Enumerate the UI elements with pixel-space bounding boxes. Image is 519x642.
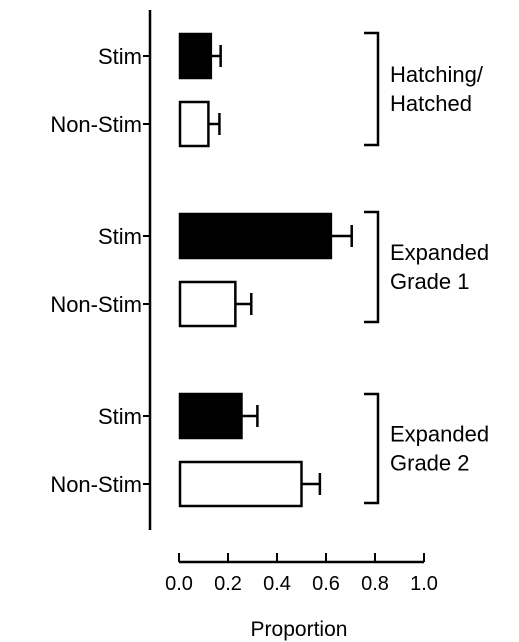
non-stim-bar <box>178 280 237 328</box>
group-label: Hatching/Hatched <box>390 62 484 116</box>
group-label-line: Expanded <box>390 422 489 447</box>
bars <box>178 32 353 508</box>
x-tick-label: 0.2 <box>214 573 242 595</box>
group-label-line: Grade 1 <box>390 269 470 294</box>
group-bracket <box>364 210 380 324</box>
non-stim-bar <box>178 460 303 508</box>
x-axis-title: Proportion <box>251 618 348 641</box>
stim-label: Stim <box>98 44 142 69</box>
non-stim-label: Non-Stim <box>50 292 142 317</box>
stim-bar <box>178 212 333 260</box>
x-tick-label: 0.4 <box>263 573 291 595</box>
stim-label: Stim <box>98 404 142 429</box>
non-stim-label: Non-Stim <box>50 112 142 137</box>
group-bracket <box>364 392 380 505</box>
stim-label: Stim <box>98 224 142 249</box>
x-tick-label: 1.0 <box>410 573 438 595</box>
non-stim-label: Non-Stim <box>50 472 142 497</box>
x-tick-label: 0.0 <box>165 573 193 595</box>
group-label-line: Expanded <box>390 240 489 265</box>
group-label-line: Hatched <box>390 91 472 116</box>
group-label-line: Hatching/ <box>390 62 484 87</box>
stim-bar <box>178 32 213 80</box>
stim-bar <box>178 392 243 440</box>
axes: 0.0 0.2 0.4 0.6 0.8 1.0 <box>143 10 438 595</box>
x-tick-label: 0.8 <box>361 573 389 595</box>
group-bracket <box>364 31 380 147</box>
group-label: Expanded Grade 1 <box>390 240 489 294</box>
group-label: Expanded Grade 2 <box>390 422 489 476</box>
labels: Stim Non-Stim Hatching/Hatched Stim Non-Stim… <box>50 31 489 505</box>
group-label-line: Grade 2 <box>390 451 470 476</box>
non-stim-bar <box>178 100 210 148</box>
x-tick-label: 0.6 <box>312 573 340 595</box>
